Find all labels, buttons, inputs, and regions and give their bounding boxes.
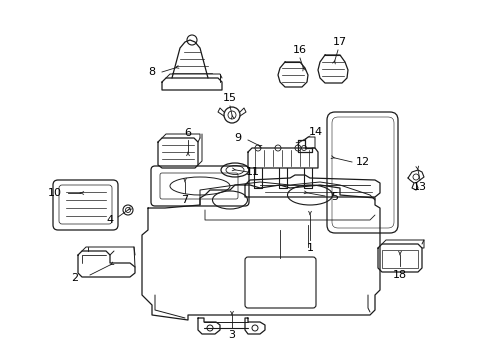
Text: 5: 5 xyxy=(331,192,338,202)
Bar xyxy=(381,250,417,268)
Text: 16: 16 xyxy=(292,45,306,55)
Text: 9: 9 xyxy=(234,133,241,143)
Text: 3: 3 xyxy=(228,330,235,340)
Text: 12: 12 xyxy=(355,157,369,167)
Text: 4: 4 xyxy=(106,215,113,225)
Text: 7: 7 xyxy=(181,195,188,205)
Text: 14: 14 xyxy=(308,127,323,137)
Text: 6: 6 xyxy=(184,128,191,138)
Text: 17: 17 xyxy=(332,37,346,47)
Text: 11: 11 xyxy=(245,167,260,177)
Text: 10: 10 xyxy=(48,188,62,198)
Text: 2: 2 xyxy=(71,273,79,283)
Text: 1: 1 xyxy=(306,243,313,253)
Text: 13: 13 xyxy=(412,182,426,192)
Text: 15: 15 xyxy=(223,93,237,103)
Text: 18: 18 xyxy=(392,270,406,280)
Text: 8: 8 xyxy=(148,67,155,77)
